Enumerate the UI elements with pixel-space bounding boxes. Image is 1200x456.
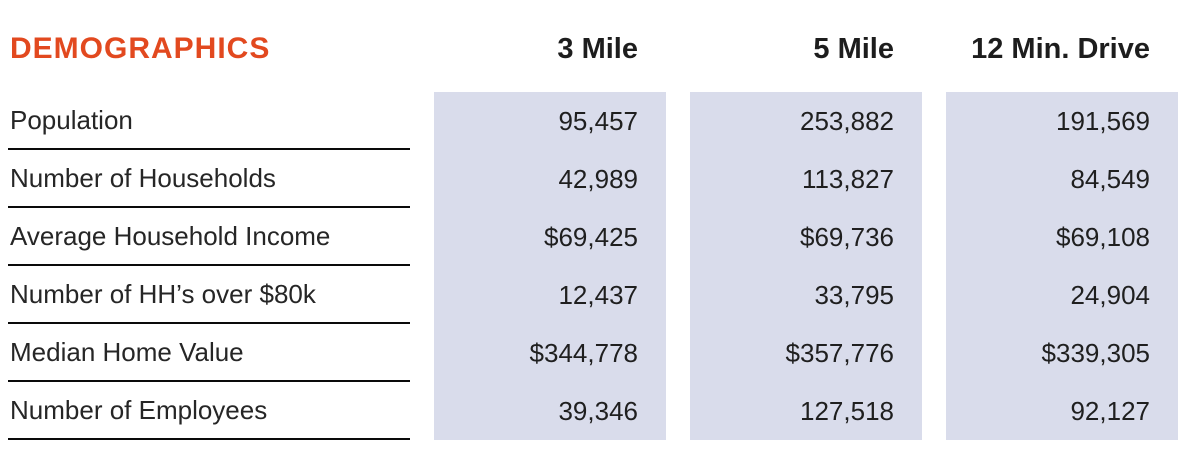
value-cell: $69,425: [434, 208, 666, 266]
column-header-3-mile: 3 Mile: [557, 32, 638, 65]
table-grid: DEMOGRAPHICS 3 Mile 5 Mile 12 Min. Drive…: [0, 6, 1200, 440]
value-cell: 92,127: [946, 382, 1178, 440]
value-cell: 12,437: [434, 266, 666, 324]
row-label: Median Home Value: [8, 324, 410, 382]
value-cell: $344,778: [434, 324, 666, 382]
row-label: Number of Employees: [8, 382, 410, 440]
value-cell: 42,989: [434, 150, 666, 208]
value-cell: 127,518: [690, 382, 922, 440]
value-cell: $69,736: [690, 208, 922, 266]
value-cell: 24,904: [946, 266, 1178, 324]
column-header-12-min-drive: 12 Min. Drive: [971, 32, 1150, 65]
row-label: Population: [8, 92, 410, 150]
value-cell: 253,882: [690, 92, 922, 150]
value-cell: $357,776: [690, 324, 922, 382]
value-cell: 191,569: [946, 92, 1178, 150]
value-cell: 84,549: [946, 150, 1178, 208]
value-cell: 113,827: [690, 150, 922, 208]
row-label: Average Household Income: [8, 208, 410, 266]
value-cell: 95,457: [434, 92, 666, 150]
value-cell: 39,346: [434, 382, 666, 440]
row-label: Number of Households: [8, 150, 410, 208]
value-cell: $69,108: [946, 208, 1178, 266]
column-header-5-mile: 5 Mile: [813, 32, 894, 65]
value-cell: $339,305: [946, 324, 1178, 382]
row-label: Number of HH’s over $80k: [8, 266, 410, 324]
page-title: DEMOGRAPHICS: [10, 32, 271, 65]
value-cell: 33,795: [690, 266, 922, 324]
